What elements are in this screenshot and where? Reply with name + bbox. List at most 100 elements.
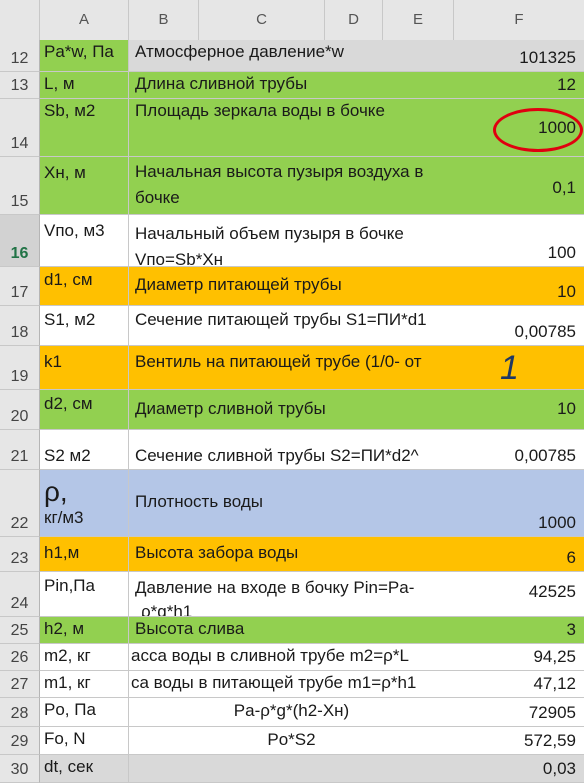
cell-a12[interactable]: Pa*w, Па: [40, 40, 129, 72]
sheet-row-17: 17 d1, см Диаметр питающей трубы 10: [0, 267, 584, 306]
cell-b14[interactable]: Площадь зеркала воды в бочке: [129, 99, 454, 157]
row-header[interactable]: 21: [0, 430, 40, 470]
cell-f29[interactable]: 572,59: [454, 727, 584, 755]
row-header[interactable]: 12: [0, 40, 40, 72]
cell-a22-unit: кг/м3: [44, 508, 84, 527]
cell-b13[interactable]: Длина сливной трубы: [129, 72, 454, 99]
sheet-row-29: 29 Fo, N Po*S2 572,59: [0, 727, 584, 755]
cell-f30[interactable]: 0,03: [454, 755, 584, 783]
sheet-row-24: 24 Pin,Па Давление на входе в бочку Pin=…: [0, 572, 584, 617]
cell-b29[interactable]: Po*S2: [129, 727, 454, 755]
cell-a28[interactable]: Po, Па: [40, 698, 129, 727]
sheet-row-21: 21 S2 м2 Сечение сливной трубы S2=ПИ*d2^…: [0, 430, 584, 470]
cell-a22-symbol: ρ,: [44, 476, 68, 507]
row-header[interactable]: 22: [0, 470, 40, 537]
cell-f22[interactable]: 1000: [454, 470, 584, 537]
cell-b12[interactable]: Атмосферное давление*w: [129, 40, 454, 72]
cell-b22[interactable]: Плотность воды: [129, 470, 454, 537]
cell-b30[interactable]: [129, 755, 454, 783]
row-header[interactable]: 30: [0, 755, 40, 783]
sheet-row-23: 23 h1,м Высота забора воды 6: [0, 537, 584, 572]
column-header-f[interactable]: F: [514, 11, 524, 28]
column-header-b[interactable]: B: [129, 0, 199, 40]
cell-a17[interactable]: d1, см: [40, 267, 129, 306]
red-circle-annotation: [493, 108, 583, 152]
cell-a23[interactable]: h1,м: [40, 537, 129, 572]
row-header[interactable]: 13: [0, 72, 40, 99]
cell-a27[interactable]: m1, кг: [40, 671, 129, 698]
select-all-corner[interactable]: [0, 0, 40, 40]
column-header-e[interactable]: E: [383, 0, 454, 40]
row-header[interactable]: 17: [0, 267, 40, 306]
cell-a26[interactable]: m2, кг: [40, 644, 129, 671]
sheet-row-16: 16 Vпо, м3 Начальный объем пузыря в бочк…: [0, 215, 584, 267]
cell-a14[interactable]: Sb, м2: [40, 99, 129, 157]
cell-f26[interactable]: 94,25: [454, 644, 584, 671]
cell-b15[interactable]: Начальная высота пузыря воздуха в бочке: [129, 157, 454, 215]
cell-f17[interactable]: 10: [454, 267, 584, 306]
cell-a30[interactable]: dt, сек: [40, 755, 129, 783]
sheet-row-28: 28 Po, Па Pa-ρ*g*(h2-Xн) 72905: [0, 698, 584, 727]
cell-b28[interactable]: Pa-ρ*g*(h2-Xн): [129, 698, 454, 727]
cell-f20[interactable]: 10: [454, 390, 584, 430]
row-header[interactable]: 29: [0, 727, 40, 755]
cell-b16-line1: Начальный объем пузыря в бочке: [135, 224, 404, 243]
cell-f12[interactable]: 101325: [454, 40, 584, 72]
row-header[interactable]: 23: [0, 537, 40, 572]
cell-f16[interactable]: 100: [454, 215, 584, 267]
row-header[interactable]: 24: [0, 572, 40, 617]
cell-b21[interactable]: Сечение сливной трубы S2=ПИ*d2^: [129, 430, 454, 470]
column-header-a[interactable]: A: [40, 0, 129, 40]
row-header[interactable]: 20: [0, 390, 40, 430]
cell-a24[interactable]: Pin,Па: [40, 572, 129, 617]
row-header[interactable]: 28: [0, 698, 40, 727]
row-header[interactable]: 14: [0, 99, 40, 157]
sheet-row-27: 27 m1, кг са воды в питающей трубе m1=ρ*…: [0, 671, 584, 698]
cell-f28[interactable]: 72905: [454, 698, 584, 727]
row-header[interactable]: 26: [0, 644, 40, 671]
cell-f21[interactable]: 0,00785: [454, 430, 584, 470]
row-header-selected[interactable]: 16: [0, 215, 40, 267]
cell-f13[interactable]: 12: [454, 72, 584, 99]
row-header[interactable]: 25: [0, 617, 40, 644]
cell-f24[interactable]: 42525: [454, 572, 584, 617]
column-header-c[interactable]: C: [199, 0, 325, 40]
cell-b20[interactable]: Диаметр сливной трубы: [129, 390, 454, 430]
cell-b24-line2: ρ*g*h1: [141, 602, 193, 617]
cell-a18[interactable]: S1, м2: [40, 306, 129, 346]
cell-f15[interactable]: 0,1: [454, 157, 584, 215]
cell-a20[interactable]: d2, см: [40, 390, 129, 430]
cell-f27[interactable]: 47,12: [454, 671, 584, 698]
cell-b16[interactable]: Начальный объем пузыря в бочке Vпо=Sb*Xн: [129, 215, 454, 267]
cell-b18[interactable]: Сечение питающей трубы S1=ПИ*d1: [129, 306, 454, 346]
cell-a22[interactable]: ρ, кг/м3: [40, 470, 129, 537]
cell-b23[interactable]: Высота забора воды: [129, 537, 454, 572]
cell-a21[interactable]: S2 м2: [40, 430, 129, 470]
cell-f25[interactable]: 3: [454, 617, 584, 644]
cell-a29[interactable]: Fo, N: [40, 727, 129, 755]
row-header[interactable]: 15: [0, 157, 40, 215]
sheet-row-13: 13 L, м Длина сливной трубы 12: [0, 72, 584, 99]
sheet-row-15: 15 Xн, м Начальная высота пузыря воздуха…: [0, 157, 584, 215]
cell-f23[interactable]: 6: [454, 537, 584, 572]
row-header[interactable]: 18: [0, 306, 40, 346]
cell-b27[interactable]: са воды в питающей трубе m1=ρ*h1: [129, 671, 454, 698]
cell-f18[interactable]: 0,00785: [454, 306, 584, 346]
cell-a25[interactable]: h2, м: [40, 617, 129, 644]
column-header-d[interactable]: D: [325, 0, 383, 40]
cell-b26[interactable]: асса воды в сливной трубе m2=ρ*L: [129, 644, 454, 671]
cell-a19[interactable]: k1: [40, 346, 129, 390]
sheet-row-26: 26 m2, кг асса воды в сливной трубе m2=ρ…: [0, 644, 584, 671]
row-header[interactable]: 19: [0, 346, 40, 390]
cell-a16[interactable]: Vпо, м3: [40, 215, 129, 267]
cell-f19[interactable]: [454, 346, 584, 390]
cell-a13[interactable]: L, м: [40, 72, 129, 99]
cell-b24[interactable]: Давление на входе в бочку Pin=Pa- ρ*g*h1: [129, 572, 454, 617]
sheet-row-18: 18 S1, м2 Сечение питающей трубы S1=ПИ*d…: [0, 306, 584, 346]
cell-b25[interactable]: Высота слива: [129, 617, 454, 644]
cell-b17[interactable]: Диаметр питающей трубы: [129, 267, 454, 306]
cell-a15[interactable]: Xн, м: [40, 157, 129, 215]
cell-b19[interactable]: Вентиль на питающей трубе (1/0- от: [129, 346, 454, 390]
row-header[interactable]: 27: [0, 671, 40, 698]
